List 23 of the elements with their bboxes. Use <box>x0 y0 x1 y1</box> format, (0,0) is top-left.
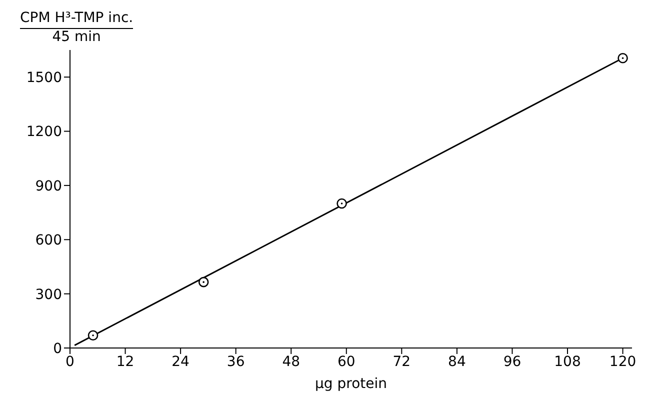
x-tick-label: 48 <box>282 354 300 370</box>
x-tick-label: 0 <box>66 354 74 370</box>
x-tick-label: 60 <box>337 354 356 370</box>
x-axis-title: μg protein <box>314 376 388 392</box>
x-tick-label: 36 <box>226 354 245 370</box>
x-tick-label: 72 <box>392 354 411 370</box>
x-tick-label: 108 <box>554 354 581 370</box>
point <box>88 330 98 341</box>
y-tick-label: 600 <box>35 232 62 249</box>
x-tick-label: 120 <box>609 354 636 370</box>
y-tick-label: 300 <box>35 286 62 303</box>
y-axis-title: CPM H³-TMP inc. 45 min <box>20 10 134 46</box>
x-tick-label: 12 <box>116 354 134 370</box>
point <box>336 198 347 209</box>
y-tick-label: 900 <box>35 178 62 194</box>
x-tick-label: 24 <box>172 354 190 370</box>
point <box>198 276 209 288</box>
y-tick-label: 0 <box>53 340 62 357</box>
x-tick-label: 96 <box>503 354 522 370</box>
y-tick-label: 1200 <box>26 124 62 140</box>
x-tick-label: 84 <box>448 354 466 370</box>
point <box>618 52 628 64</box>
y-tick-label: 1500 <box>26 70 62 86</box>
